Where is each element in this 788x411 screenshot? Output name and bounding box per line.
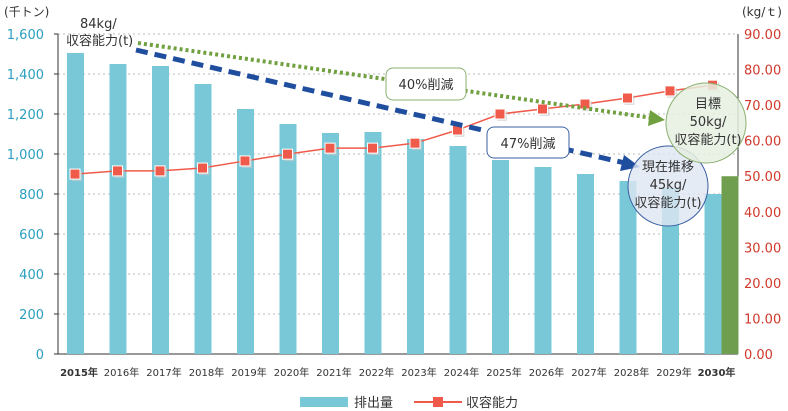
marker-capacity — [282, 148, 293, 160]
right-tick-label: 60.00 — [744, 135, 781, 150]
annotation-trend: 45kg/ — [650, 178, 687, 193]
bar-emission — [492, 160, 509, 354]
x-tick-label: 2020年 — [274, 366, 309, 379]
bar-emission — [322, 133, 339, 354]
right-tick-label: 0.00 — [744, 348, 773, 363]
left-tick-label: 400 — [19, 268, 44, 283]
left-axis-unit: (千トン) — [4, 5, 49, 19]
annotation-target: 目標 — [695, 97, 721, 112]
x-tick-label: 2026年 — [529, 366, 564, 379]
label-47: 47%削減 — [501, 136, 556, 152]
x-tick-label: 2021年 — [316, 366, 351, 379]
right-tick-label: 30.00 — [744, 241, 781, 256]
marker-capacity — [197, 162, 208, 174]
x-tick-label: 2028年 — [614, 366, 649, 379]
left-tick-label: 1,400 — [7, 68, 44, 83]
annotation-start: 収容能力(t) — [66, 33, 133, 49]
circle-target — [665, 82, 747, 164]
annotation-trend: 収容能力(t) — [634, 195, 701, 211]
marker-capacity — [112, 165, 123, 177]
left-tick-label: 0 — [36, 348, 44, 363]
legend-swatch-emission — [300, 397, 348, 407]
bar-emission — [237, 109, 254, 354]
right-tick-label: 70.00 — [744, 99, 781, 114]
arrow-target-head — [648, 110, 665, 126]
left-tick-label: 800 — [19, 188, 44, 203]
x-tick-label: 2024年 — [444, 366, 479, 379]
x-tick-label: 2017年 — [146, 366, 181, 379]
right-tick-label: 90.00 — [744, 28, 781, 43]
annotation-start: 84kg/ — [80, 17, 117, 32]
right-tick-label: 80.00 — [744, 64, 781, 79]
bar-emission — [619, 181, 637, 354]
marker-capacity — [409, 137, 421, 149]
annotation-target: 50kg/ — [690, 115, 727, 130]
annotation-trend: 現在推移 — [642, 160, 694, 175]
bar-emission — [534, 167, 552, 354]
marker-capacity — [537, 103, 548, 115]
x-tick-label: 2016年 — [104, 366, 139, 379]
bar-emission — [662, 188, 679, 354]
legend-label-emission: 排出量 — [354, 396, 393, 411]
label-40: 40%削減 — [399, 77, 454, 93]
x-tick-label: 2019年 — [231, 366, 266, 379]
left-tick-label: 1,600 — [7, 28, 44, 43]
marker-capacity — [154, 165, 166, 177]
left-tick-label: 1,200 — [7, 108, 44, 123]
x-tick-label: 2025年 — [486, 366, 521, 379]
right-tick-label: 40.00 — [744, 206, 781, 221]
x-tick-label: 2022年 — [359, 366, 394, 379]
bar-emission — [67, 53, 84, 354]
right-tick-label: 20.00 — [744, 277, 781, 292]
legend-label-capacity: 収容能力 — [466, 395, 518, 411]
marker-capacity — [69, 168, 81, 180]
marker-capacity — [324, 142, 336, 154]
label-box-47 — [486, 126, 570, 159]
bar-emission — [449, 146, 467, 354]
right-tick-label: 50.00 — [744, 170, 781, 185]
bar-emission — [152, 66, 169, 354]
bar-emission — [704, 194, 722, 354]
bar-target — [721, 176, 739, 354]
x-tick-label: 2015年 — [60, 366, 98, 379]
bar-emission — [194, 84, 212, 354]
left-tick-label: 600 — [19, 228, 44, 243]
bar-emission — [279, 124, 297, 354]
annotation-target: 収容能力(t) — [674, 132, 741, 148]
marker-capacity — [664, 85, 676, 97]
left-tick-label: 1,000 — [7, 148, 44, 163]
marker-capacity — [239, 155, 251, 167]
right-axis-unit: (kg/ｔ) — [742, 5, 782, 19]
circle-trend — [627, 145, 709, 227]
left-tick-label: 200 — [19, 308, 44, 323]
marker-capacity — [622, 92, 633, 104]
right-tick-label: 10.00 — [744, 312, 781, 327]
x-tick-label: 2027年 — [571, 366, 606, 379]
legend-marker-capacity — [433, 397, 443, 407]
label-box-40 — [385, 67, 467, 101]
marker-capacity — [494, 108, 506, 120]
bar-emission — [577, 174, 594, 354]
x-tick-label: 2030年 — [698, 366, 736, 379]
bar-emission — [364, 132, 382, 354]
bar-emission — [407, 139, 424, 354]
marker-capacity — [367, 142, 378, 154]
x-tick-label: 2029年 — [656, 366, 691, 379]
bar-emission — [109, 64, 127, 354]
line-capacity — [74, 84, 713, 175]
x-tick-label: 2023年 — [401, 366, 436, 379]
x-tick-label: 2018年 — [189, 366, 224, 379]
